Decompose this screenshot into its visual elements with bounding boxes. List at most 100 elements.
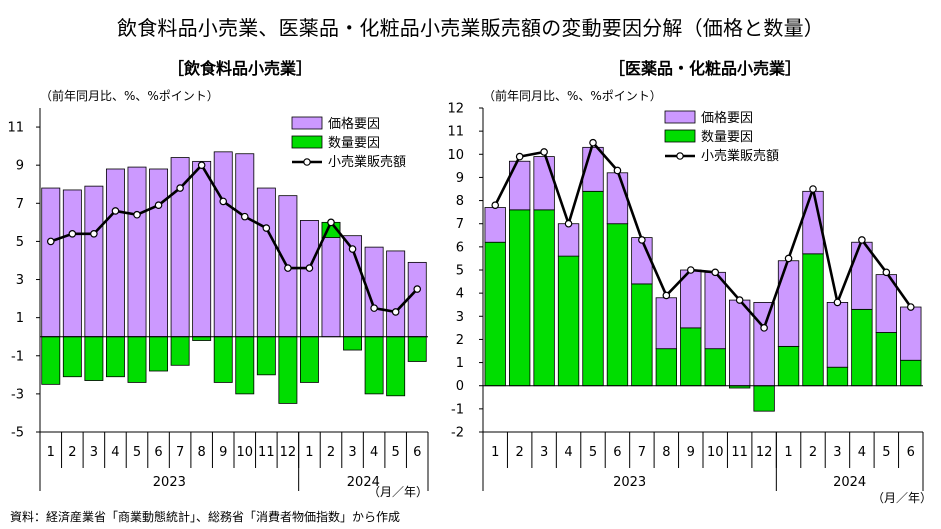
- price-factor-bar: [606, 172, 629, 225]
- y-tick-label: -5: [11, 426, 24, 441]
- y-tick-label: 2: [456, 333, 464, 348]
- quantity-factor-bar: [582, 190, 604, 387]
- price-factor-bar: [299, 220, 319, 338]
- sales-point: [68, 229, 77, 238]
- x-tick-label: 10: [707, 445, 724, 460]
- sales-point: [833, 298, 842, 307]
- x-tick-label: 11: [258, 445, 275, 460]
- price-factor-bar: [149, 168, 169, 338]
- price-factor-bar: [631, 237, 653, 285]
- quantity-factor-bar: [533, 209, 555, 387]
- x-tick-label: 6: [907, 445, 915, 460]
- price-factor-bar: [192, 160, 212, 338]
- x-tick-label: 3: [833, 445, 841, 460]
- sales-point: [589, 138, 597, 147]
- x-tick-label: 6: [613, 445, 621, 460]
- sales-point: [613, 166, 622, 175]
- y-tick-label: 3: [16, 273, 24, 288]
- x-tick-label: 1: [47, 445, 55, 460]
- quantity-factor-bar: [826, 366, 849, 387]
- sales-point: [176, 184, 184, 192]
- price-factor-bar: [407, 261, 427, 338]
- quantity-factor-bar: [802, 253, 824, 387]
- quantity-factor-bar: [631, 283, 653, 387]
- quantity-factor-bar: [704, 348, 726, 387]
- y-axis-label: （前年同月比、%、%ポイント）: [483, 88, 662, 103]
- x-tick-label: 10: [237, 445, 254, 460]
- price-factor-bar: [508, 160, 531, 211]
- quantity-factor-bar: [407, 336, 427, 362]
- sales-point: [219, 197, 228, 206]
- y-tick-label: 5: [456, 264, 464, 279]
- x-tick-label: 4: [564, 445, 572, 460]
- x-tick-label: 1: [305, 445, 313, 460]
- quantity-factor-bar: [343, 336, 363, 351]
- y-tick-label: 10: [447, 148, 464, 163]
- sales-point: [391, 308, 400, 316]
- sales-point: [638, 236, 646, 244]
- chart-title: ［医薬品・化粧品小売業］: [609, 59, 801, 78]
- quantity-factor-bar: [213, 336, 233, 383]
- y-tick-label: 8: [456, 194, 464, 209]
- price-factor-bar: [753, 301, 775, 387]
- quantity-factor-bar: [900, 359, 922, 387]
- x-tick-label: 3: [540, 445, 548, 460]
- x-tick-label: 11: [731, 445, 748, 460]
- x-axis-unit: （月／年）: [872, 491, 932, 505]
- price-factor-bar: [851, 241, 873, 310]
- y-tick-label: 3: [456, 310, 464, 325]
- sales-point: [882, 268, 891, 277]
- y-tick-label: 6: [456, 240, 464, 255]
- year-label: 2024: [833, 475, 866, 490]
- legend-label-quantity: 数量要因: [328, 136, 380, 151]
- x-tick-label: 2: [327, 445, 335, 460]
- price-factor-bar: [235, 153, 255, 338]
- sales-point: [760, 324, 768, 332]
- sales-point: [686, 266, 695, 274]
- sales-point: [133, 210, 141, 219]
- x-axis-unit: （月／年）: [368, 485, 428, 499]
- price-factor-bar: [84, 185, 104, 338]
- price-factor-bar: [256, 187, 276, 338]
- quantity-factor-bar: [84, 336, 104, 381]
- sales-line: [50, 163, 419, 314]
- price-factor-bar: [105, 168, 125, 338]
- sales-point: [662, 291, 671, 300]
- quantity-factor-bar: [606, 223, 629, 387]
- quantity-factor-bar: [62, 336, 82, 378]
- x-tick-label: 5: [589, 445, 597, 460]
- quantity-factor-bar: [256, 336, 276, 376]
- x-tick-label: 3: [348, 445, 356, 460]
- price-factor-bar: [321, 237, 341, 338]
- x-tick-label: 6: [413, 445, 421, 460]
- price-factor-bar: [704, 271, 726, 350]
- x-tick-label: 9: [219, 445, 227, 460]
- sales-point: [327, 218, 335, 227]
- x-tick-label: 12: [280, 445, 297, 460]
- sales-point: [370, 304, 378, 312]
- quantity-factor-bar: [777, 345, 800, 387]
- y-tick-label: 12: [447, 102, 464, 117]
- y-tick-label: -1: [11, 349, 24, 364]
- quantity-factor-bar: [149, 336, 169, 372]
- price-factor-bar: [62, 189, 82, 338]
- sales-point: [197, 161, 206, 169]
- price-factor-bar: [729, 299, 751, 387]
- x-tick-label: 8: [198, 445, 206, 460]
- x-tick-label: 5: [392, 445, 400, 460]
- quantity-factor-bar: [127, 336, 147, 383]
- x-tick-label: 6: [154, 445, 162, 460]
- legend-marker: [676, 152, 684, 160]
- y-tick-label: -3: [11, 387, 24, 402]
- sales-point: [305, 264, 314, 272]
- legend-label-price: 価格要因: [328, 116, 380, 132]
- sales-point: [491, 201, 500, 210]
- quantity-factor-bar: [753, 385, 775, 412]
- y-tick-label: -2: [451, 426, 464, 441]
- sales-point: [284, 264, 292, 272]
- sales-point: [711, 268, 720, 277]
- legend-swatch-quantity: [664, 129, 696, 143]
